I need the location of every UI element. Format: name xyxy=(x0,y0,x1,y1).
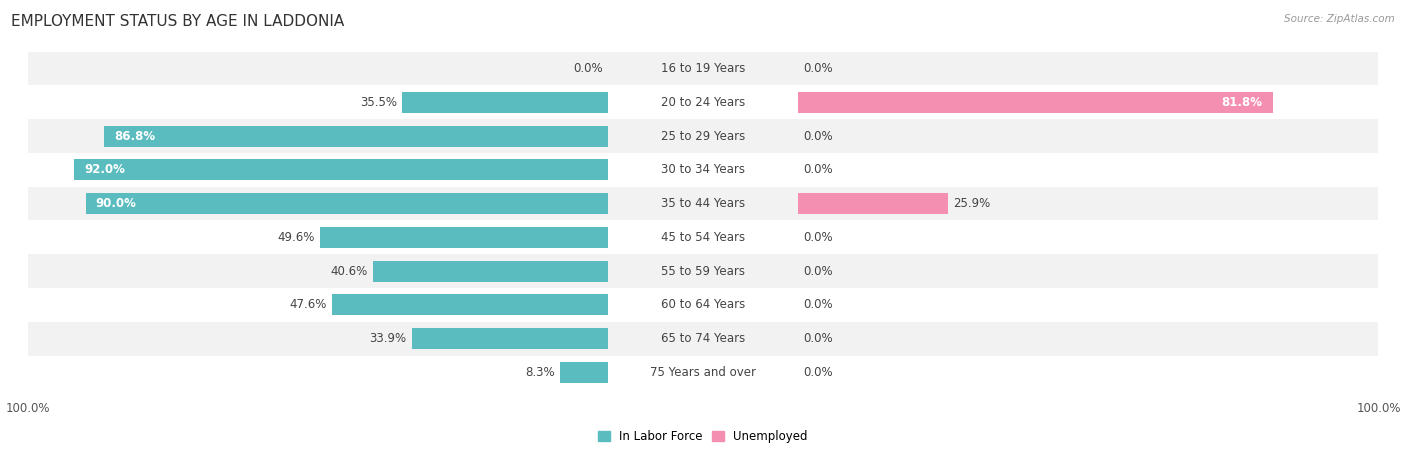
Text: 8.3%: 8.3% xyxy=(526,366,555,379)
Text: 0.0%: 0.0% xyxy=(803,163,832,176)
Bar xyxy=(797,92,1272,113)
Text: 25 to 29 Years: 25 to 29 Years xyxy=(661,130,745,143)
Bar xyxy=(797,193,948,214)
Text: 33.9%: 33.9% xyxy=(368,332,406,345)
Text: 65 to 74 Years: 65 to 74 Years xyxy=(661,332,745,345)
Text: 60 to 64 Years: 60 to 64 Years xyxy=(661,298,745,311)
Text: 55 to 59 Years: 55 to 59 Years xyxy=(661,265,745,278)
Bar xyxy=(321,227,609,248)
Text: 0.0%: 0.0% xyxy=(803,231,832,244)
Bar xyxy=(28,254,1378,288)
Bar xyxy=(28,356,1378,389)
Text: 0.0%: 0.0% xyxy=(803,265,832,278)
Bar xyxy=(28,153,1378,187)
Bar xyxy=(86,193,609,214)
Legend: In Labor Force, Unemployed: In Labor Force, Unemployed xyxy=(598,430,808,443)
Bar xyxy=(28,119,1378,153)
Text: 0.0%: 0.0% xyxy=(803,130,832,143)
Text: 45 to 54 Years: 45 to 54 Years xyxy=(661,231,745,244)
Bar xyxy=(560,362,609,383)
Bar xyxy=(75,159,609,180)
Text: 0.0%: 0.0% xyxy=(574,62,603,75)
Text: 86.8%: 86.8% xyxy=(114,130,156,143)
Text: Source: ZipAtlas.com: Source: ZipAtlas.com xyxy=(1284,14,1395,23)
Bar xyxy=(412,328,609,349)
Text: 47.6%: 47.6% xyxy=(290,298,326,311)
Bar xyxy=(104,126,609,147)
Text: 0.0%: 0.0% xyxy=(803,332,832,345)
Bar xyxy=(402,92,609,113)
Text: 0.0%: 0.0% xyxy=(803,62,832,75)
Text: 40.6%: 40.6% xyxy=(330,265,367,278)
Bar xyxy=(373,261,609,282)
Bar xyxy=(332,294,609,315)
Text: 90.0%: 90.0% xyxy=(96,197,136,210)
Bar xyxy=(28,220,1378,254)
Bar xyxy=(28,52,1378,86)
Text: 16 to 19 Years: 16 to 19 Years xyxy=(661,62,745,75)
Bar xyxy=(28,187,1378,220)
Bar xyxy=(28,86,1378,119)
Text: 0.0%: 0.0% xyxy=(803,366,832,379)
Text: 35.5%: 35.5% xyxy=(360,96,396,109)
Text: 49.6%: 49.6% xyxy=(277,231,315,244)
Text: 75 Years and over: 75 Years and over xyxy=(650,366,756,379)
Text: 0.0%: 0.0% xyxy=(803,298,832,311)
Text: 30 to 34 Years: 30 to 34 Years xyxy=(661,163,745,176)
Text: 20 to 24 Years: 20 to 24 Years xyxy=(661,96,745,109)
Text: 92.0%: 92.0% xyxy=(84,163,125,176)
Text: 35 to 44 Years: 35 to 44 Years xyxy=(661,197,745,210)
Bar xyxy=(28,288,1378,322)
Text: 25.9%: 25.9% xyxy=(953,197,991,210)
Text: EMPLOYMENT STATUS BY AGE IN LADDONIA: EMPLOYMENT STATUS BY AGE IN LADDONIA xyxy=(11,14,344,28)
Text: 81.8%: 81.8% xyxy=(1222,96,1263,109)
Bar xyxy=(28,322,1378,356)
